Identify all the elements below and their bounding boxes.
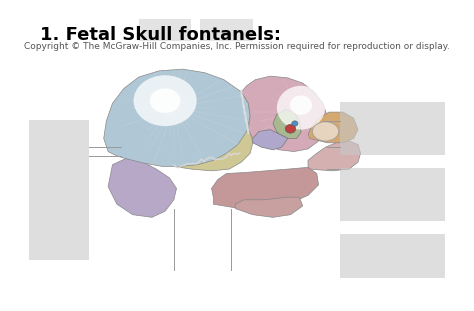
FancyBboxPatch shape [29,120,89,260]
FancyBboxPatch shape [200,19,253,41]
Ellipse shape [292,121,298,126]
Polygon shape [211,167,319,209]
Polygon shape [241,76,328,151]
FancyBboxPatch shape [340,102,445,155]
Polygon shape [104,69,250,166]
Polygon shape [174,121,253,171]
FancyBboxPatch shape [340,168,445,221]
Text: 1. Fetal Skull fontanels:: 1. Fetal Skull fontanels: [40,26,281,44]
FancyBboxPatch shape [340,234,445,278]
Ellipse shape [290,95,312,115]
Text: Copyright © The McGraw-Hill Companies, Inc. Permission required for reproduction: Copyright © The McGraw-Hill Companies, I… [24,42,450,51]
Polygon shape [253,130,288,150]
Ellipse shape [277,86,325,130]
Polygon shape [308,141,361,171]
Polygon shape [108,159,176,217]
Ellipse shape [312,122,339,141]
Ellipse shape [150,88,181,113]
FancyBboxPatch shape [139,19,191,41]
Polygon shape [235,197,303,217]
Polygon shape [273,109,301,138]
Ellipse shape [285,124,296,133]
Ellipse shape [134,75,197,126]
Polygon shape [308,112,358,143]
